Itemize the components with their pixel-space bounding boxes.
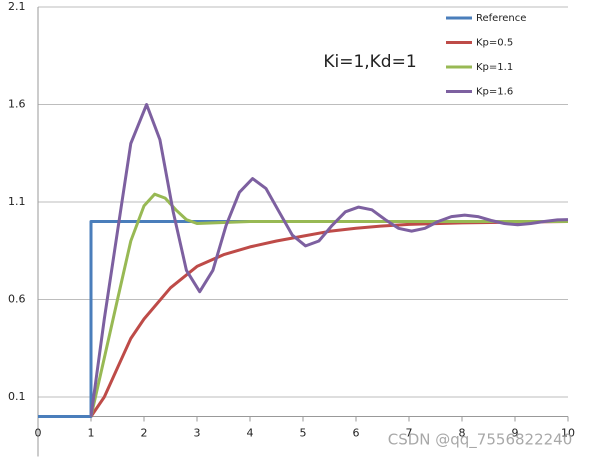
legend-label: Kp=1.1 bbox=[476, 62, 513, 73]
annotation: Ki=1,Kd=1 bbox=[323, 52, 416, 72]
x-tick-label: 2 bbox=[141, 427, 148, 440]
legend-label: Kp=1.6 bbox=[476, 87, 513, 98]
line-series bbox=[89, 103, 569, 417]
x-tick-label: 4 bbox=[247, 427, 254, 440]
y-tick-label: 0.1 bbox=[8, 390, 26, 403]
x-tick-label: 0 bbox=[35, 427, 42, 440]
line-series bbox=[89, 220, 569, 418]
x-tick-label: 1 bbox=[88, 427, 95, 440]
line-series bbox=[38, 220, 568, 418]
x-tick-label: 5 bbox=[300, 427, 307, 440]
x-tick-label: 7 bbox=[406, 427, 413, 440]
legend-label: Kp=0.5 bbox=[476, 38, 513, 49]
x-tick-label: 9 bbox=[512, 427, 519, 440]
y-tick-label: 1.6 bbox=[8, 98, 26, 111]
x-tick-label: 10 bbox=[561, 427, 575, 440]
y-tick-label: 0.6 bbox=[8, 293, 26, 306]
legend-label: Reference bbox=[476, 13, 526, 24]
x-tick-label: 3 bbox=[194, 427, 201, 440]
x-tick-label: 6 bbox=[353, 427, 360, 440]
y-tick-label: 2.1 bbox=[8, 0, 26, 13]
x-tick-label: 8 bbox=[459, 427, 466, 440]
line-series bbox=[89, 192, 568, 417]
watermark: CSDN @qq_7556822240 bbox=[388, 431, 573, 450]
y-tick-label: 1.1 bbox=[8, 195, 26, 208]
